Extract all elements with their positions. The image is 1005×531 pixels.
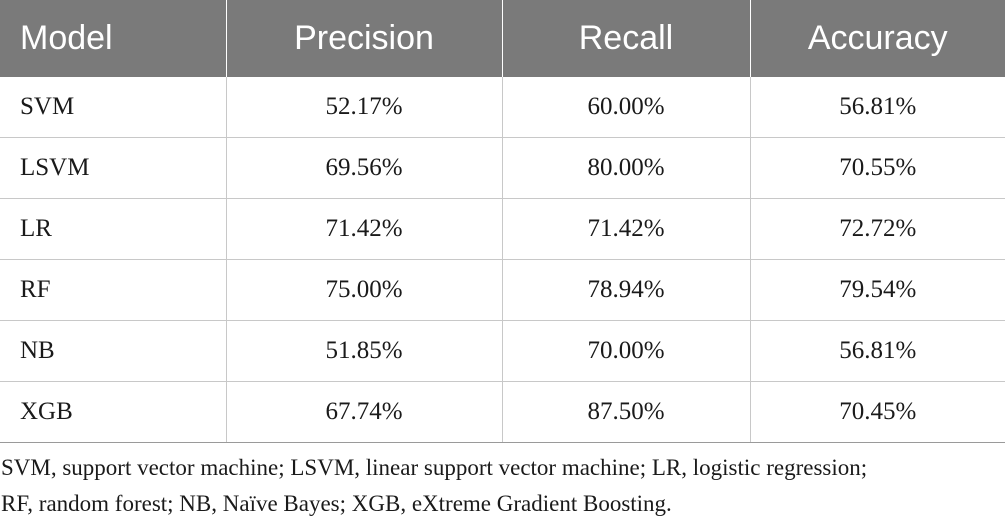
precision-cell: 69.56% <box>226 137 503 199</box>
recall-cell: 87.50% <box>502 381 751 443</box>
recall-cell: 78.94% <box>502 259 751 321</box>
table-footnote: SVM, support vector machine; LSVM, linea… <box>1 450 1001 522</box>
column-header-precision: Precision <box>226 0 503 77</box>
accuracy-cell: 56.81% <box>750 77 1005 138</box>
table-row: LR 71.42% 71.42% 72.72% <box>0 198 1005 260</box>
accuracy-cell: 56.81% <box>750 320 1005 382</box>
precision-cell: 75.00% <box>226 259 503 321</box>
model-name-cell: SVM <box>0 77 227 138</box>
footnote-line: SVM, support vector machine; LSVM, linea… <box>1 455 868 480</box>
accuracy-cell: 79.54% <box>750 259 1005 321</box>
table-row: XGB 67.74% 87.50% 70.45% <box>0 381 1005 443</box>
recall-cell: 60.00% <box>502 77 751 138</box>
model-metrics-table: Model Precision Recall Accuracy SVM 52.1… <box>0 0 1005 443</box>
table-body: SVM 52.17% 60.00% 56.81% LSVM 69.56% 80.… <box>0 77 1005 443</box>
recall-cell: 80.00% <box>502 137 751 199</box>
table-row: RF 75.00% 78.94% 79.54% <box>0 259 1005 321</box>
table-row: LSVM 69.56% 80.00% 70.55% <box>0 137 1005 199</box>
model-name-cell: NB <box>0 320 227 382</box>
recall-cell: 71.42% <box>502 198 751 260</box>
column-header-model: Model <box>0 0 227 77</box>
header-row: Model Precision Recall Accuracy <box>0 0 1005 77</box>
model-name-cell: XGB <box>0 381 227 443</box>
results-table-container: Model Precision Recall Accuracy SVM 52.1… <box>0 0 1005 443</box>
model-name-cell: LSVM <box>0 137 227 199</box>
footnote-line: RF, random forest; NB, Naïve Bayes; XGB,… <box>1 491 672 516</box>
accuracy-cell: 70.45% <box>750 381 1005 443</box>
precision-cell: 67.74% <box>226 381 503 443</box>
table-header: Model Precision Recall Accuracy <box>0 0 1005 77</box>
accuracy-cell: 72.72% <box>750 198 1005 260</box>
precision-cell: 51.85% <box>226 320 503 382</box>
recall-cell: 70.00% <box>502 320 751 382</box>
column-header-accuracy: Accuracy <box>750 0 1005 77</box>
precision-cell: 71.42% <box>226 198 503 260</box>
table-row: SVM 52.17% 60.00% 56.81% <box>0 77 1005 138</box>
table-row: NB 51.85% 70.00% 56.81% <box>0 320 1005 382</box>
precision-cell: 52.17% <box>226 77 503 138</box>
model-name-cell: LR <box>0 198 227 260</box>
column-header-recall: Recall <box>502 0 751 77</box>
model-name-cell: RF <box>0 259 227 321</box>
accuracy-cell: 70.55% <box>750 137 1005 199</box>
